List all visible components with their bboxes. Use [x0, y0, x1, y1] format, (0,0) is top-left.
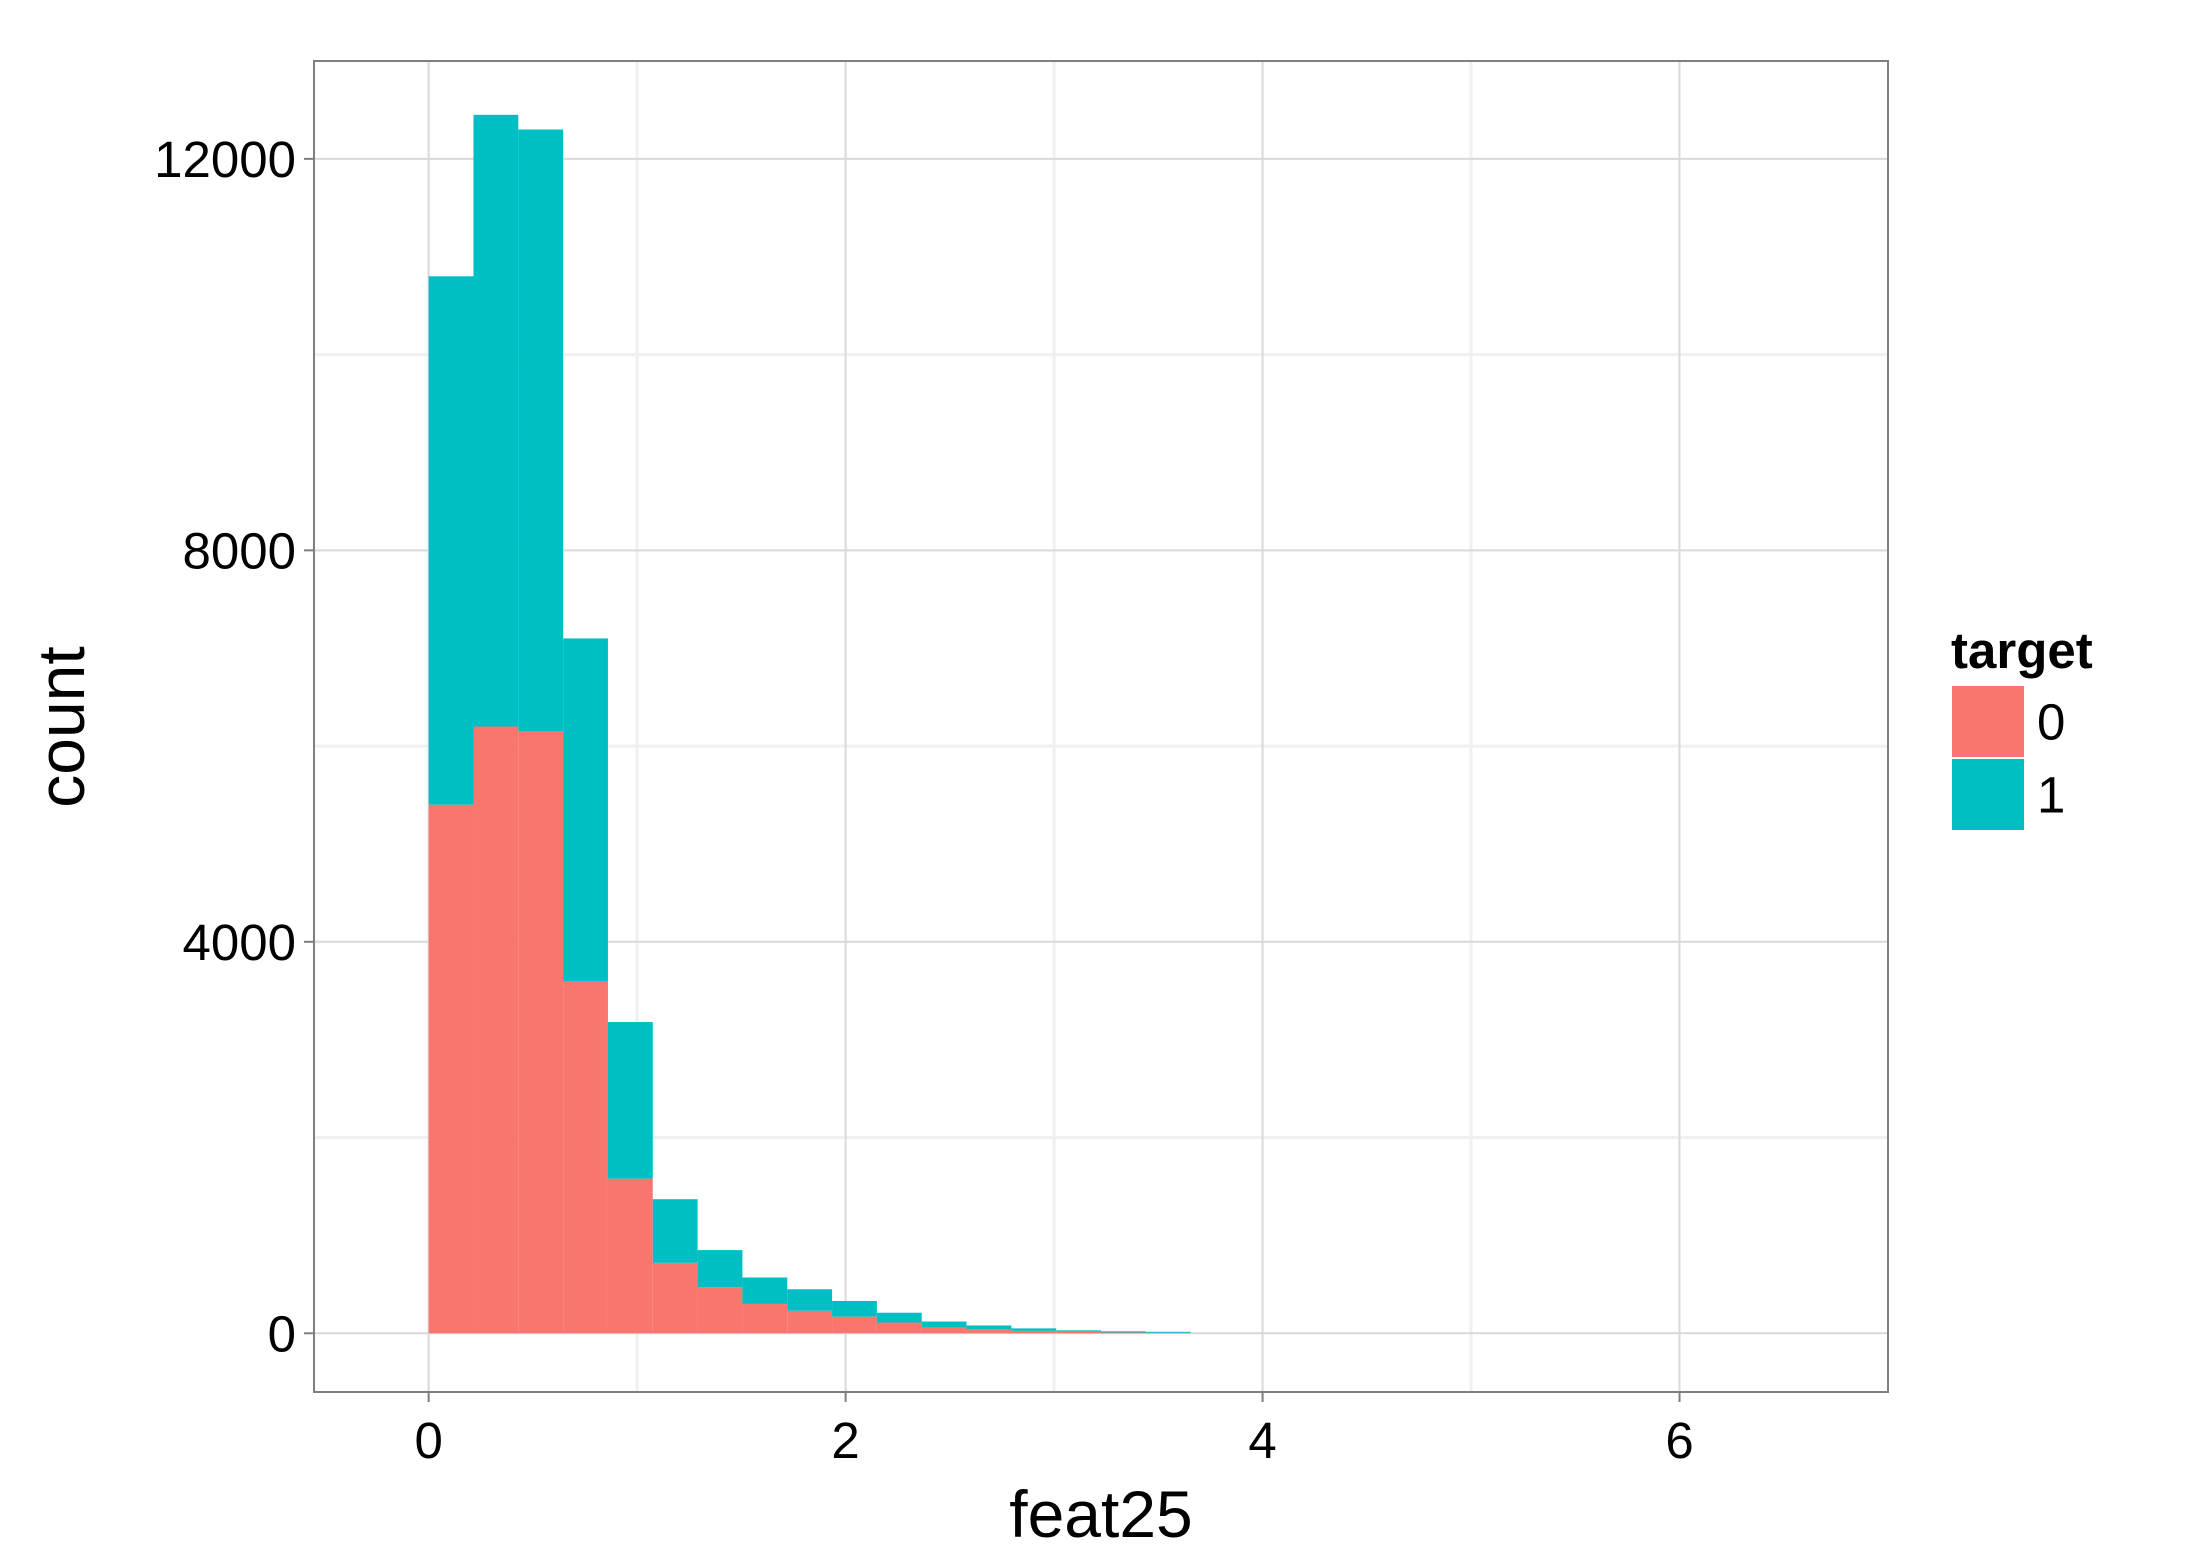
- y-axis-title: count: [24, 646, 98, 807]
- legend-title: target: [1951, 622, 2093, 679]
- bar-target-1-bin-12: [966, 1325, 1012, 1330]
- y-tick-label-2: 8000: [183, 522, 296, 579]
- axes-layer: 0 2 4 6 0 4000 8000 12000: [154, 131, 1694, 1469]
- bar-target-0-bin-2: [518, 731, 564, 1334]
- bar-target-1-bin-6: [697, 1250, 743, 1288]
- bar-target-1-bin-0: [428, 276, 474, 805]
- bar-target-0-bin-4: [607, 1178, 653, 1334]
- bar-target-0-bin-9: [832, 1316, 877, 1334]
- legend-label-0: 0: [2037, 694, 2065, 751]
- bar-target-0-bin-14: [1056, 1331, 1101, 1334]
- y-tick-label-0: 0: [268, 1305, 296, 1362]
- bar-target-1-bin-4: [607, 1022, 653, 1179]
- bar-target-1-bin-8: [787, 1289, 833, 1311]
- bar-target-0-bin-3: [563, 980, 608, 1334]
- bar-target-0-bin-15: [1101, 1332, 1146, 1334]
- bar-target-0-bin-8: [787, 1310, 833, 1334]
- bar-target-1-bin-11: [921, 1321, 967, 1328]
- bar-target-1-bin-5: [652, 1199, 698, 1263]
- x-tick-label-2: 4: [1248, 1412, 1276, 1469]
- bar-target-1-bin-3: [563, 638, 608, 981]
- y-tick-label-1: 4000: [183, 914, 296, 971]
- bar-target-0-bin-12: [966, 1329, 1012, 1334]
- x-tick-label-0: 0: [414, 1412, 442, 1469]
- bars-layer: [428, 114, 1191, 1334]
- bar-target-1-bin-15: [1101, 1331, 1146, 1333]
- legend-label-1: 1: [2037, 767, 2065, 824]
- bar-target-1-bin-13: [1011, 1328, 1057, 1331]
- bar-target-0-bin-5: [652, 1262, 698, 1334]
- bar-target-1-bin-16: [1145, 1331, 1191, 1333]
- x-tick-label-3: 6: [1665, 1412, 1693, 1469]
- legend-swatch-0: [1950, 684, 2026, 759]
- bar-target-1-bin-7: [742, 1277, 788, 1304]
- bar-target-0-bin-0: [428, 804, 474, 1334]
- bar-target-0-bin-13: [1011, 1330, 1057, 1334]
- bar-target-0-bin-7: [742, 1303, 788, 1334]
- legend: target 01: [1950, 622, 2093, 832]
- legend-items: 01: [1950, 684, 2065, 832]
- bar-target-0-bin-6: [697, 1287, 743, 1334]
- bar-target-1-bin-10: [876, 1312, 922, 1323]
- bar-target-0-bin-11: [921, 1327, 967, 1334]
- bar-target-1-bin-14: [1056, 1330, 1101, 1332]
- x-tick-label-1: 2: [831, 1412, 859, 1469]
- bar-target-1-bin-1: [473, 114, 519, 727]
- bar-target-1-bin-2: [518, 129, 564, 732]
- bar-target-0-bin-10: [876, 1322, 922, 1334]
- y-tick-label-3: 12000: [154, 131, 296, 188]
- x-axis-title: feat25: [1009, 1477, 1193, 1551]
- bar-target-1-bin-9: [832, 1300, 877, 1317]
- legend-swatch-1: [1950, 757, 2026, 832]
- plot-panel-border: [313, 60, 1889, 1393]
- bar-target-0-bin-1: [473, 726, 519, 1334]
